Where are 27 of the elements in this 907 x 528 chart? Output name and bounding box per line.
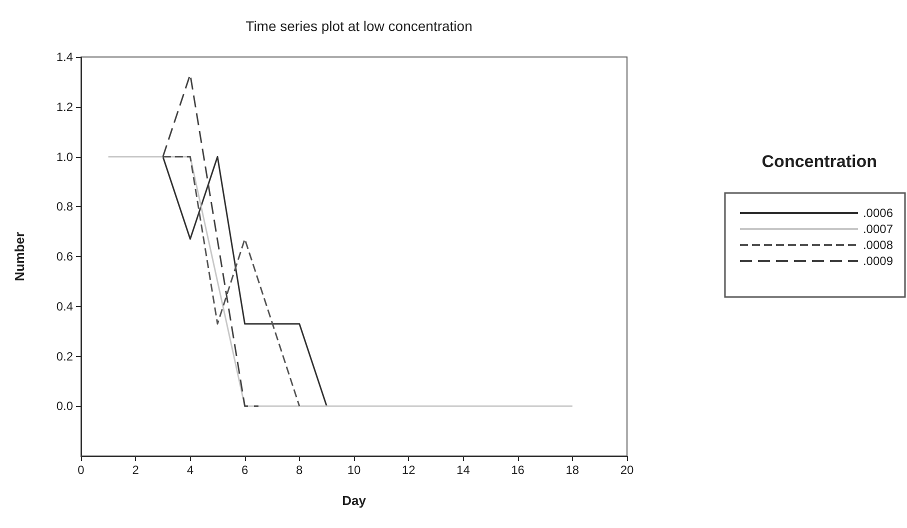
text: .0006	[862, 206, 894, 220]
x-tick-label: 4	[186, 463, 194, 477]
y-tick-label: 0.2	[56, 349, 74, 364]
x-tick-label: 6	[241, 463, 248, 477]
y-tick-label: 1.2	[56, 100, 74, 114]
y-tick-label: 0.8	[56, 200, 74, 214]
text: .0009	[862, 254, 894, 268]
y-tick-label: 0.4	[56, 299, 74, 314]
chart-title: Time series plot at low concentration	[246, 18, 472, 34]
y-tick-label: 0.6	[56, 250, 74, 264]
text: .0007	[862, 222, 894, 236]
x-axis-title: Day	[342, 493, 367, 508]
y-tick-label: 1.0	[56, 150, 74, 164]
y-axis-title: Number	[12, 232, 27, 282]
x-tick-label: 8	[296, 463, 304, 477]
x-tick-label: 18	[566, 463, 580, 477]
x-tick-label: 20	[620, 463, 634, 477]
x-tick-label: 10	[347, 463, 361, 477]
legend-title: Concentration	[762, 152, 878, 171]
x-tick-label: 12	[402, 463, 416, 477]
x-tick-label: 14	[456, 463, 470, 477]
x-tick-label: 16	[511, 463, 525, 477]
x-tick-label: 0	[78, 463, 85, 477]
x-tick-label: 2	[132, 463, 140, 477]
y-tick-label: 1.4	[56, 50, 74, 64]
text: .0008	[862, 238, 894, 252]
y-tick-label: 0.0	[56, 399, 74, 414]
